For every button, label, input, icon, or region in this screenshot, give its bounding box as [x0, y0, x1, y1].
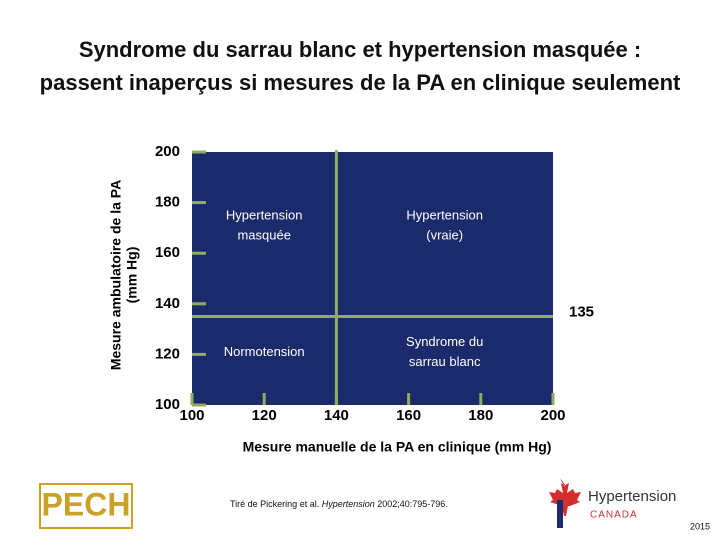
- x-tick-label: 120: [252, 407, 277, 424]
- y-tick-label: 180: [155, 194, 180, 211]
- citation-part: 2002;40:795-796.: [375, 499, 448, 509]
- threshold-label: 135: [569, 303, 594, 320]
- y-label-line: (mm Hg): [124, 247, 140, 304]
- y-tick-label: 120: [155, 345, 180, 362]
- y-label-line: Mesure ambulatoire de la PA: [108, 180, 124, 370]
- plot-area: [192, 152, 553, 405]
- y-axis-label: Mesure ambulatoire de la PA (mm Hg): [108, 180, 140, 370]
- citation-part: Tiré de Pickering et al.: [230, 499, 322, 509]
- x-tick-label: 100: [179, 407, 204, 424]
- x-tick-label: 140: [324, 407, 349, 424]
- citation: Tiré de Pickering et al. Hypertension 20…: [230, 499, 448, 509]
- quadrant-label: Normotension: [224, 344, 305, 359]
- y-tick-label: 100: [155, 396, 180, 413]
- logo-left: PECH: [42, 486, 131, 522]
- x-tick-label: 200: [540, 407, 565, 424]
- y-tick-label: 160: [155, 244, 180, 261]
- y-tick-label: 140: [155, 295, 180, 312]
- quadrant-label: (vraie): [426, 228, 463, 243]
- title-line: Syndrome du sarrau blanc et hypertension…: [79, 37, 641, 62]
- title-line: passent inaperçus si mesures de la PA en…: [40, 70, 681, 95]
- y-tick-label: 200: [155, 143, 180, 160]
- x-axis-label: Mesure manuelle de la PA en clinique (mm…: [243, 439, 552, 455]
- quadrant-label: Syndrome du: [406, 334, 483, 349]
- citation-part: Hypertension: [322, 499, 375, 509]
- quadrant-label: masquée: [237, 228, 290, 243]
- x-tick-label: 180: [468, 407, 493, 424]
- maple-leaf: [549, 478, 581, 516]
- logo-right-name: Hypertension: [588, 488, 676, 505]
- logo-bar: [557, 500, 563, 528]
- logo-right-country: CANADA: [590, 510, 638, 521]
- quadrant-label: sarrau blanc: [409, 354, 481, 369]
- quadrant-label: Hypertension: [406, 208, 483, 223]
- year: 2015: [690, 521, 710, 531]
- logo-frame: [39, 483, 133, 529]
- x-tick-label: 160: [396, 407, 421, 424]
- quadrant-label: Hypertension: [226, 208, 303, 223]
